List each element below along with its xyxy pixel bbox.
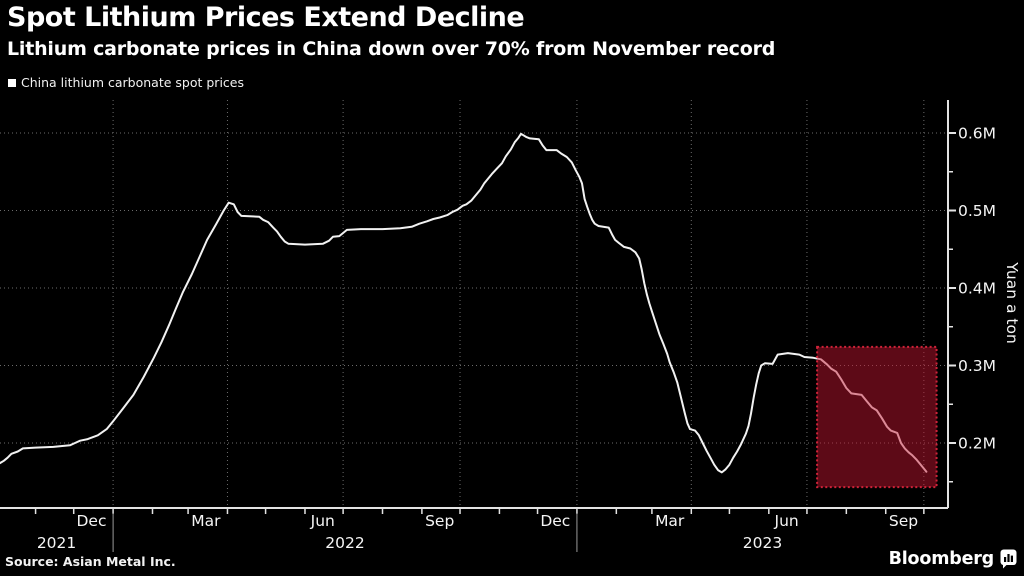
x-month-label: Dec (76, 512, 106, 530)
x-month-label: Sep (889, 512, 918, 530)
x-month-label: Dec (540, 512, 570, 530)
x-month-label: Jun (774, 512, 799, 530)
legend-square-icon (8, 78, 16, 87)
x-month-label: Sep (425, 512, 454, 530)
bloomberg-logo-text: Bloomberg (888, 549, 995, 569)
bloomberg-bars-icon (1000, 549, 1017, 569)
x-year-label: 2021 (37, 534, 76, 552)
legend: China lithium carbonate spot prices (8, 75, 244, 90)
y-tick-label: 0.5M (958, 202, 996, 220)
y-tick-label: 0.2M (958, 435, 996, 453)
bloomberg-logo: Bloomberg (889, 549, 1017, 569)
x-month-label: Mar (191, 512, 221, 530)
chart-subtitle: Lithium carbonate prices in China down o… (7, 38, 776, 60)
x-month-label: Mar (655, 512, 685, 530)
price-line (0, 132, 928, 474)
legend-label: China lithium carbonate spot prices (21, 75, 244, 90)
x-year-label: 2023 (743, 534, 782, 552)
y-tick-label: 0.6M (958, 125, 996, 143)
x-year-label: 2022 (325, 534, 364, 552)
x-month-label: Jun (310, 512, 335, 530)
y-tick-label: 0.3M (958, 357, 996, 375)
y-tick-label: 0.4M (958, 280, 996, 298)
chart-title: Spot Lithium Prices Extend Decline (7, 2, 525, 33)
source-text: Source: Asian Metal Inc. (5, 554, 176, 569)
highlight-box (816, 345, 938, 489)
y-axis-title: Yuan a ton (1003, 261, 1021, 344)
